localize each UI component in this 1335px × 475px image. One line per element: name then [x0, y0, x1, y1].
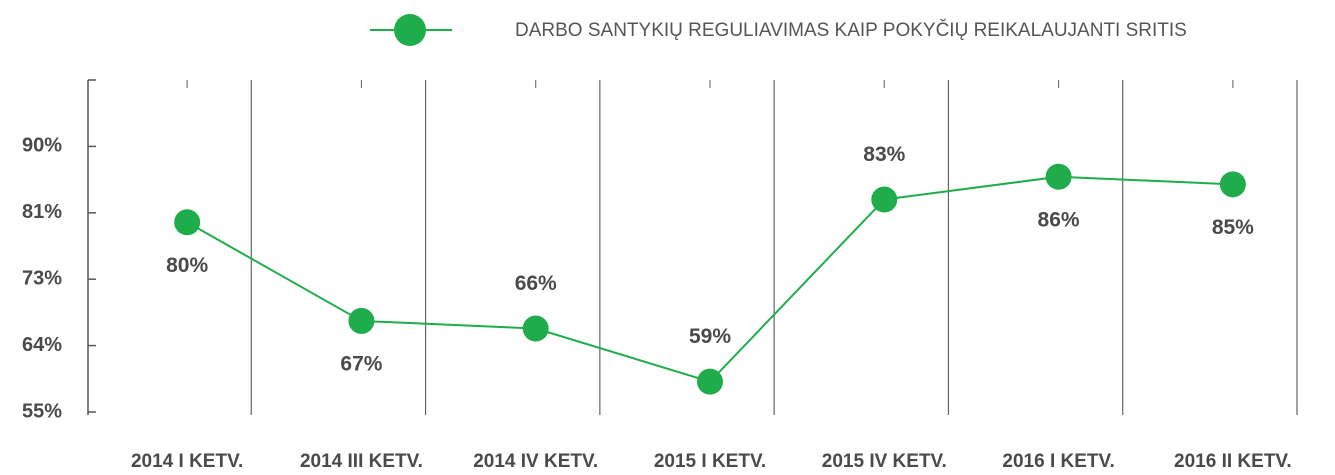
data-label: 67% — [340, 352, 382, 375]
data-label: 85% — [1212, 216, 1254, 239]
x-tick-label: 2014 IV KETV. — [473, 451, 598, 472]
y-tick-label: 64% — [22, 334, 62, 356]
y-tick-label: 81% — [22, 201, 62, 223]
legend-label: DARBO SANTYKIŲ REGULIAVIMAS KAIP POKYČIŲ… — [515, 19, 1187, 41]
point — [1045, 163, 1072, 190]
x-tick-label: 2014 I KETV. — [131, 451, 243, 472]
point — [1219, 171, 1246, 198]
data-label: 80% — [166, 254, 208, 277]
point — [871, 186, 898, 213]
x-tick-label: 2016 I KETV. — [1002, 451, 1114, 472]
x-tick-label: 2015 IV KETV. — [822, 451, 947, 472]
data-label: 86% — [1038, 208, 1080, 231]
legend-marker — [394, 14, 426, 46]
point — [522, 315, 549, 342]
point — [348, 307, 375, 334]
x-tick-label: 2014 III KETV. — [300, 451, 423, 472]
point — [697, 368, 723, 395]
y-tick-label: 90% — [22, 135, 62, 157]
y-tick-label: 73% — [22, 267, 62, 289]
x-tick-label: 2015 I KETV. — [654, 451, 766, 472]
x-tick-label: 2016 II KETV. — [1174, 451, 1292, 472]
y-tick-label: 55% — [22, 400, 62, 422]
data-label: 59% — [689, 325, 731, 348]
point — [174, 209, 201, 236]
data-label: 66% — [515, 272, 557, 295]
data-label: 83% — [863, 143, 905, 166]
